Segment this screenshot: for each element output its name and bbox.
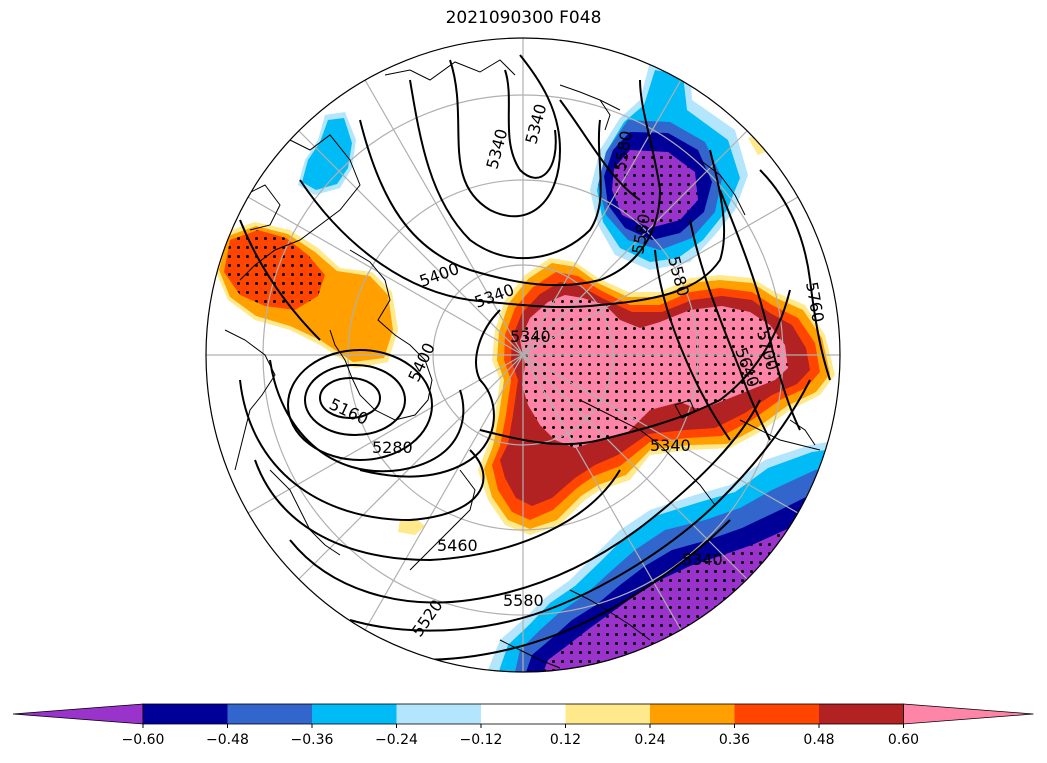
colorbar-box	[565, 704, 650, 724]
contour-label: 5460	[437, 536, 478, 555]
colorbar-tick-label: 0.60	[888, 732, 919, 748]
contour-label: 5280	[372, 438, 413, 457]
colorbar-box	[227, 704, 312, 724]
contour-label: 5340	[682, 550, 723, 569]
colorbar-tick-label: −0.48	[206, 732, 249, 748]
colorbar-tick-label: 0.12	[550, 732, 581, 748]
colorbar-box	[312, 704, 397, 724]
contour-label: 5340	[510, 327, 551, 346]
colorbar-tick-label: 0.48	[803, 732, 834, 748]
contour-label: 5340	[650, 436, 691, 455]
colorbar-outline	[142, 703, 904, 725]
colorbar-tick-label: 0.24	[634, 732, 665, 748]
polar-map: 5340 5340 5400 5340 5340 5580 5580 5580 …	[205, 37, 841, 673]
colorbar-box	[396, 704, 481, 724]
height-contours	[239, 54, 831, 661]
colorbar-tick-label: −0.24	[375, 732, 418, 748]
colorbar-box	[819, 704, 904, 724]
colorbar-box	[481, 704, 566, 724]
colorbar-tick-label: 0.36	[719, 732, 750, 748]
colorbar-tick-label: −0.36	[291, 732, 334, 748]
colorbar-extend-high	[903, 703, 1034, 725]
colorbar-tick-label: −0.60	[122, 732, 165, 748]
colorbar-box	[143, 704, 228, 724]
map-title: 2021090300 F048	[445, 8, 602, 28]
colorbar-box	[734, 704, 819, 724]
contour-label: 5580	[503, 591, 544, 610]
map-boundary	[205, 37, 841, 673]
colorbar-extend-low	[12, 703, 144, 725]
colorbar-box	[650, 704, 735, 724]
colorbar-tick-label: −0.12	[460, 732, 503, 748]
colorbar: −0.60 −0.48 −0.36 −0.24 −0.12 0.12 0.24 0.36 0.4…	[12, 703, 1034, 748]
